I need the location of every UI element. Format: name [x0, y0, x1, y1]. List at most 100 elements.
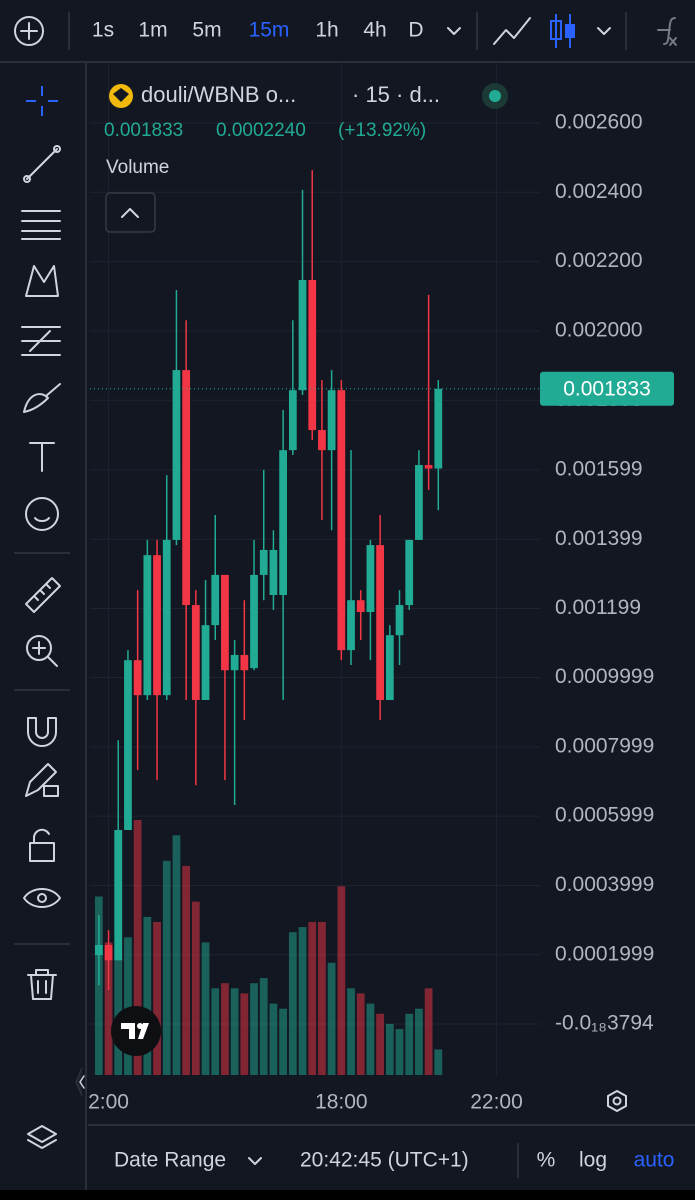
volume-bar: [385, 1024, 394, 1075]
volume-bar: [240, 993, 249, 1075]
chevron-up: [121, 208, 139, 218]
magnet-tool[interactable]: [27, 717, 57, 747]
volume-bar: [376, 1013, 384, 1075]
volume-bar: [366, 1003, 375, 1075]
dropdown-icon: [248, 1157, 262, 1165]
trendline-tool[interactable]: [26, 148, 58, 180]
indicators-button[interactable]: [657, 17, 677, 46]
clock[interactable]: 20:42:45 (UTC+1): [300, 1149, 469, 1172]
volume-bar: [162, 860, 171, 1075]
candle-body: [298, 279, 307, 391]
logo-mark: [113, 88, 129, 102]
text-tool[interactable]: [29, 442, 55, 472]
interval-button[interactable]: 1m: [138, 19, 167, 42]
candle-body: [415, 465, 423, 540]
chart-type-candles[interactable]: [550, 14, 575, 48]
zoom-icon: [32, 641, 58, 667]
chevron-left: [79, 1075, 85, 1089]
candle-body: [143, 555, 152, 696]
volume-bar: [269, 1003, 278, 1075]
candle-body: [434, 388, 443, 469]
candle-body: [94, 945, 103, 956]
zoom-tool[interactable]: [26, 635, 52, 661]
candle-body: [385, 635, 394, 701]
symbol-name[interactable]: douli/WBNB o...: [141, 82, 296, 107]
symbol-interval: · 15 · d...: [352, 82, 440, 107]
icon-tool[interactable]: [25, 497, 59, 531]
volume-bar: [124, 937, 132, 1075]
candle-body: [327, 390, 336, 451]
candle-body: [133, 660, 142, 696]
interval-dropdown[interactable]: [447, 27, 461, 35]
volume-bar: [259, 978, 268, 1075]
crosshair-tool[interactable]: [26, 86, 58, 116]
candle-body: [230, 654, 239, 671]
candle-body: [376, 545, 384, 701]
settings-button[interactable]: [607, 1090, 627, 1112]
volume-bar: [250, 983, 258, 1075]
volume-bar: [308, 922, 317, 1075]
legend-change-pct: (+13.92%): [338, 120, 426, 141]
interval-button[interactable]: 1h: [315, 19, 338, 42]
candle-body: [124, 660, 132, 830]
layers-button[interactable]: [27, 1125, 57, 1149]
bottom-bar: Date Range 20:42:45 (UTC+1) % log auto: [114, 1143, 674, 1178]
y-tick-label: 0.002400: [555, 180, 643, 203]
collapse-toolbar[interactable]: [75, 1067, 83, 1097]
interval-button[interactable]: D: [408, 19, 423, 42]
candle-body: [221, 574, 229, 671]
candle-body: [153, 555, 161, 696]
log-toggle[interactable]: log: [579, 1149, 607, 1172]
candle-body: [201, 625, 210, 701]
pattern-tool[interactable]: [25, 265, 59, 297]
volume-bar: [356, 993, 365, 1075]
unlock-tool[interactable]: [29, 828, 55, 862]
interval-button[interactable]: 1s: [92, 19, 114, 42]
smile: [34, 517, 50, 522]
bottom-edge: [0, 1190, 695, 1200]
candle-body: [318, 430, 326, 451]
y-tick-label: 0.002200: [555, 249, 643, 272]
last-price-label: 0.001833: [563, 377, 651, 400]
forecast-tool[interactable]: [21, 326, 61, 356]
candle-body: [162, 539, 171, 696]
add-symbol-button[interactable]: [14, 16, 44, 46]
y-tick-label: -0.0₁₈3794: [555, 1012, 654, 1035]
candle-body: [114, 829, 123, 961]
candle-body: [279, 450, 288, 596]
candle-body: [366, 545, 375, 612]
lock-drawing-tool[interactable]: [25, 763, 59, 797]
y-tick-label: 0.0005999: [555, 804, 654, 827]
y-tick-label: 0.001199: [555, 596, 641, 619]
status-dot: [489, 90, 501, 102]
logo-bg: [111, 1006, 161, 1056]
volume-bar: [298, 927, 307, 1075]
volume-bar: [133, 820, 142, 1075]
candle-body: [172, 370, 181, 540]
date-range-button[interactable]: Date Range: [114, 1149, 226, 1172]
add-icon: [20, 22, 38, 40]
hide-tool[interactable]: [23, 888, 61, 908]
candle-body: [191, 605, 200, 701]
measure-tool[interactable]: [25, 577, 61, 613]
fib-tool[interactable]: [21, 210, 61, 240]
y-tick-label: 0.0009999: [555, 665, 654, 688]
volume-bar: [395, 1029, 404, 1075]
candle-body: [240, 654, 249, 671]
chart-type-dropdown[interactable]: [597, 27, 611, 35]
interval-button-active[interactable]: 15m: [249, 19, 290, 42]
chart-type-line[interactable]: [493, 17, 531, 45]
volume-bar: [337, 886, 346, 1075]
candle-body: [395, 605, 404, 636]
delete-tool[interactable]: [27, 969, 57, 1000]
collapse-button[interactable]: [105, 192, 156, 233]
y-tick-label: 0.002600: [555, 111, 643, 134]
auto-toggle[interactable]: auto: [634, 1149, 675, 1172]
interval-button[interactable]: 4h: [363, 19, 386, 42]
percent-toggle[interactable]: %: [537, 1149, 556, 1172]
interval-button[interactable]: 5m: [192, 19, 221, 42]
plot-area: 0.0026000.0024000.0022000.0020000.001800…: [88, 62, 674, 1114]
candle-body: [269, 549, 278, 596]
brush-tool[interactable]: [23, 383, 61, 413]
